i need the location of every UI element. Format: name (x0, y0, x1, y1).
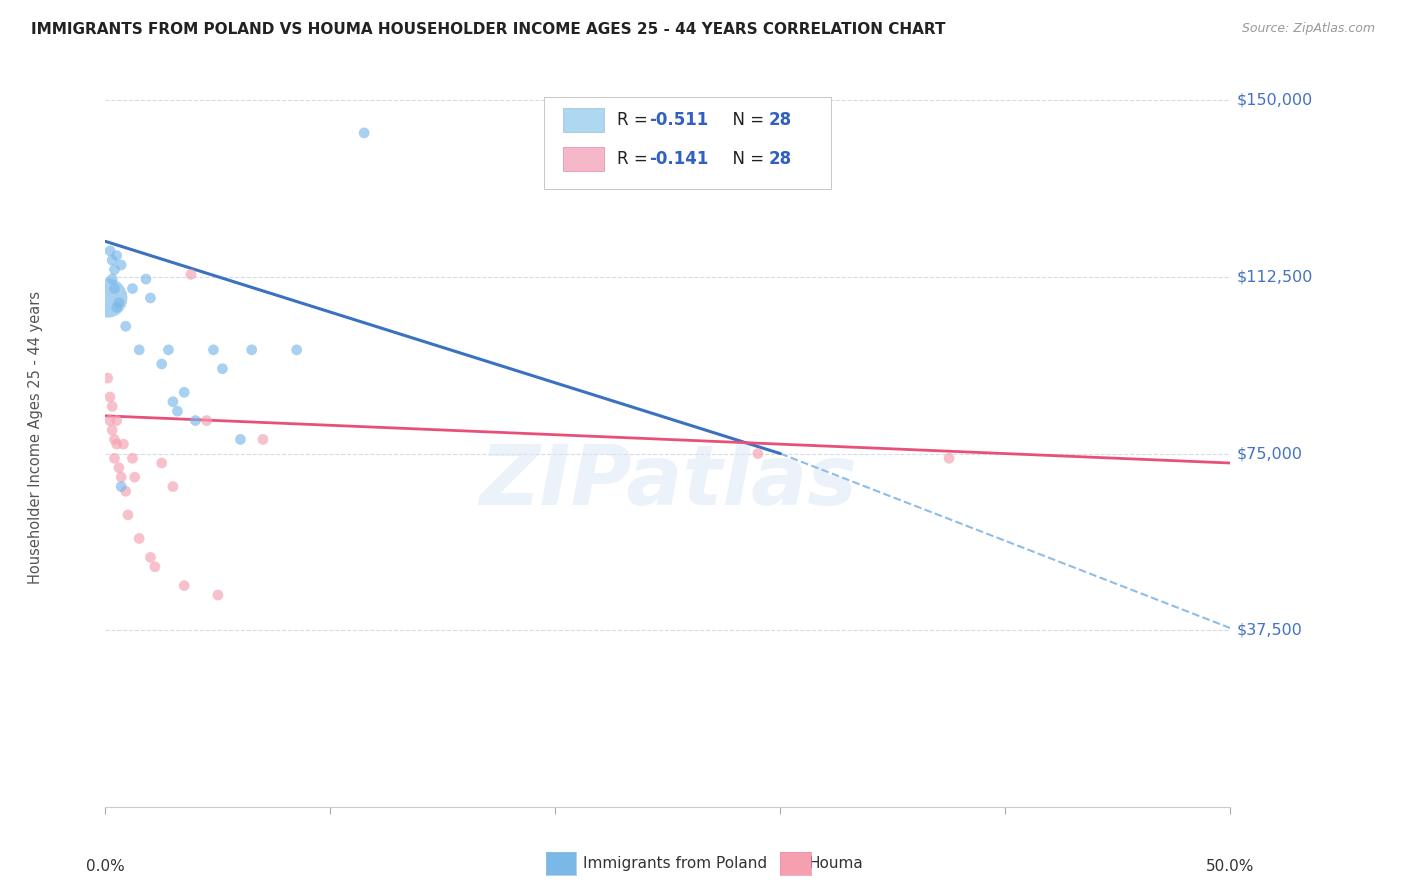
Text: $150,000: $150,000 (1237, 93, 1313, 107)
Point (97, 371, 120, 385)
Point (98, 244, 121, 258)
Point (173, 385, 195, 400)
Point (112, 437, 135, 451)
Point (252, 433, 274, 447)
Text: Householder Income Ages 25 - 44 years: Householder Income Ages 25 - 44 years (28, 291, 44, 583)
Point (114, 484, 136, 499)
Text: $112,500: $112,500 (1237, 269, 1313, 285)
Point (143, 559, 166, 574)
Point (97, 291, 120, 305)
Point (121, 451, 143, 466)
Text: ZIPatlas: ZIPatlas (479, 441, 856, 522)
Bar (564, 147, 603, 170)
Point (139, 291, 162, 305)
Point (184, 413, 207, 427)
Text: 50.0%: 50.0% (1206, 859, 1254, 874)
Point (135, 272, 157, 286)
Point (162, 394, 184, 409)
Point (103, 262, 125, 277)
Point (117, 508, 139, 522)
Text: IMMIGRANTS FROM POLAND VS HOUMA HOUSEHOLDER INCOME AGES 25 - 44 YEARS CORRELATIO: IMMIGRANTS FROM POLAND VS HOUMA HOUSEHOL… (31, 22, 945, 37)
Text: 28: 28 (769, 150, 792, 168)
Point (747, 447, 769, 461)
Point (110, 258, 132, 272)
Text: R =: R = (617, 112, 654, 129)
Text: R =: R = (617, 150, 654, 168)
Point (110, 470, 132, 484)
Point (938, 451, 960, 466)
Point (105, 437, 128, 451)
Point (285, 343, 308, 357)
FancyBboxPatch shape (544, 96, 831, 189)
Point (108, 460, 131, 475)
Point (101, 400, 124, 414)
Point (103, 433, 125, 447)
Text: -0.141: -0.141 (648, 150, 709, 168)
Bar (564, 108, 603, 132)
Point (207, 588, 229, 602)
Text: Immigrants from Poland: Immigrants from Poland (583, 856, 768, 871)
Point (157, 343, 180, 357)
Point (139, 550, 162, 565)
Text: -0.511: -0.511 (648, 112, 709, 129)
Point (240, 343, 263, 357)
Text: $75,000: $75,000 (1237, 446, 1303, 461)
Point (353, 126, 375, 140)
Text: N =: N = (721, 112, 769, 129)
Point (180, 268, 202, 282)
Point (162, 480, 184, 494)
Text: 28: 28 (769, 112, 792, 129)
Point (150, 357, 173, 371)
Point (166, 404, 188, 418)
Point (173, 579, 195, 593)
Point (103, 451, 125, 466)
Point (128, 532, 150, 546)
Text: Houma: Houma (808, 856, 863, 871)
Point (114, 319, 136, 334)
Point (150, 456, 173, 470)
Point (105, 413, 128, 427)
Text: N =: N = (721, 150, 769, 168)
Point (108, 295, 131, 310)
Point (195, 413, 218, 427)
Point (101, 272, 124, 286)
Point (101, 423, 124, 437)
Point (229, 433, 252, 447)
Point (128, 343, 150, 357)
Text: 0.0%: 0.0% (86, 859, 125, 874)
Text: Source: ZipAtlas.com: Source: ZipAtlas.com (1241, 22, 1375, 36)
Text: $37,500: $37,500 (1237, 623, 1303, 638)
Point (211, 361, 233, 376)
Point (124, 470, 146, 484)
Point (101, 253, 124, 268)
Point (98, 390, 121, 404)
Point (202, 343, 225, 357)
Point (110, 480, 132, 494)
Point (103, 281, 125, 295)
Point (105, 301, 128, 315)
Point (121, 281, 143, 295)
Point (98, 413, 121, 427)
Point (105, 248, 128, 262)
